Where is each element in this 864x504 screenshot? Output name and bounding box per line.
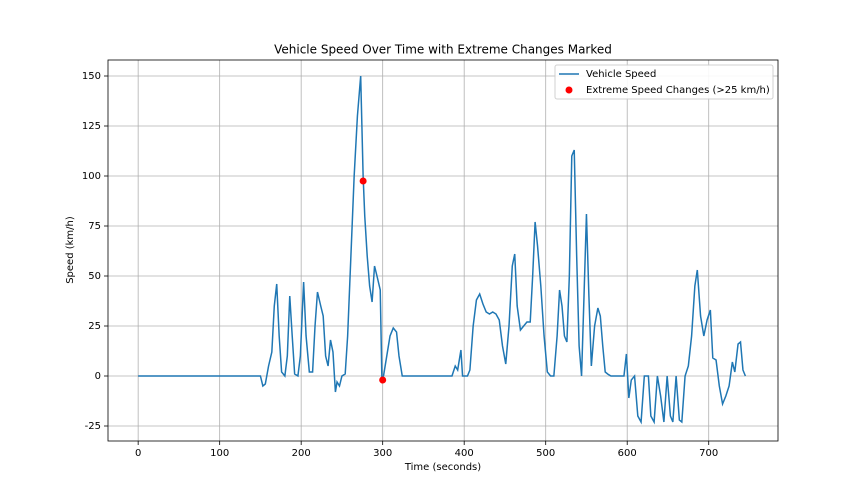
y-tick-label: 75 <box>88 221 101 232</box>
x-tick-label: 700 <box>699 448 718 459</box>
x-tick-label: 300 <box>373 448 392 459</box>
legend-label: Vehicle Speed <box>586 69 656 80</box>
y-tick-label: 50 <box>88 271 101 282</box>
y-tick-label: 125 <box>82 121 101 132</box>
legend-label: Extreme Speed Changes (>25 km/h) <box>586 85 770 96</box>
x-axis-label: Time (seconds) <box>404 462 481 473</box>
y-tick-label: 150 <box>82 71 101 82</box>
x-tick-label: 500 <box>536 448 555 459</box>
x-tick-label: 600 <box>618 448 637 459</box>
scatter-point <box>379 376 387 384</box>
legend-box <box>554 64 774 100</box>
legend-marker <box>565 86 573 94</box>
plot-frame <box>107 59 779 442</box>
y-tick-label: 0 <box>95 371 101 382</box>
x-tick-label: 200 <box>292 448 311 459</box>
y-tick-label: -25 <box>85 421 101 432</box>
scatter-point <box>359 177 367 185</box>
x-tick-label: 0 <box>135 448 141 459</box>
y-tick-label: 25 <box>88 321 101 332</box>
y-tick-label: 100 <box>82 171 101 182</box>
x-tick-label: 100 <box>210 448 229 459</box>
line-series <box>138 75 747 425</box>
x-tick-label: 400 <box>455 448 474 459</box>
chart-title: Vehicle Speed Over Time with Extreme Cha… <box>274 43 612 57</box>
y-axis-label: Speed (km/h) <box>65 216 76 284</box>
